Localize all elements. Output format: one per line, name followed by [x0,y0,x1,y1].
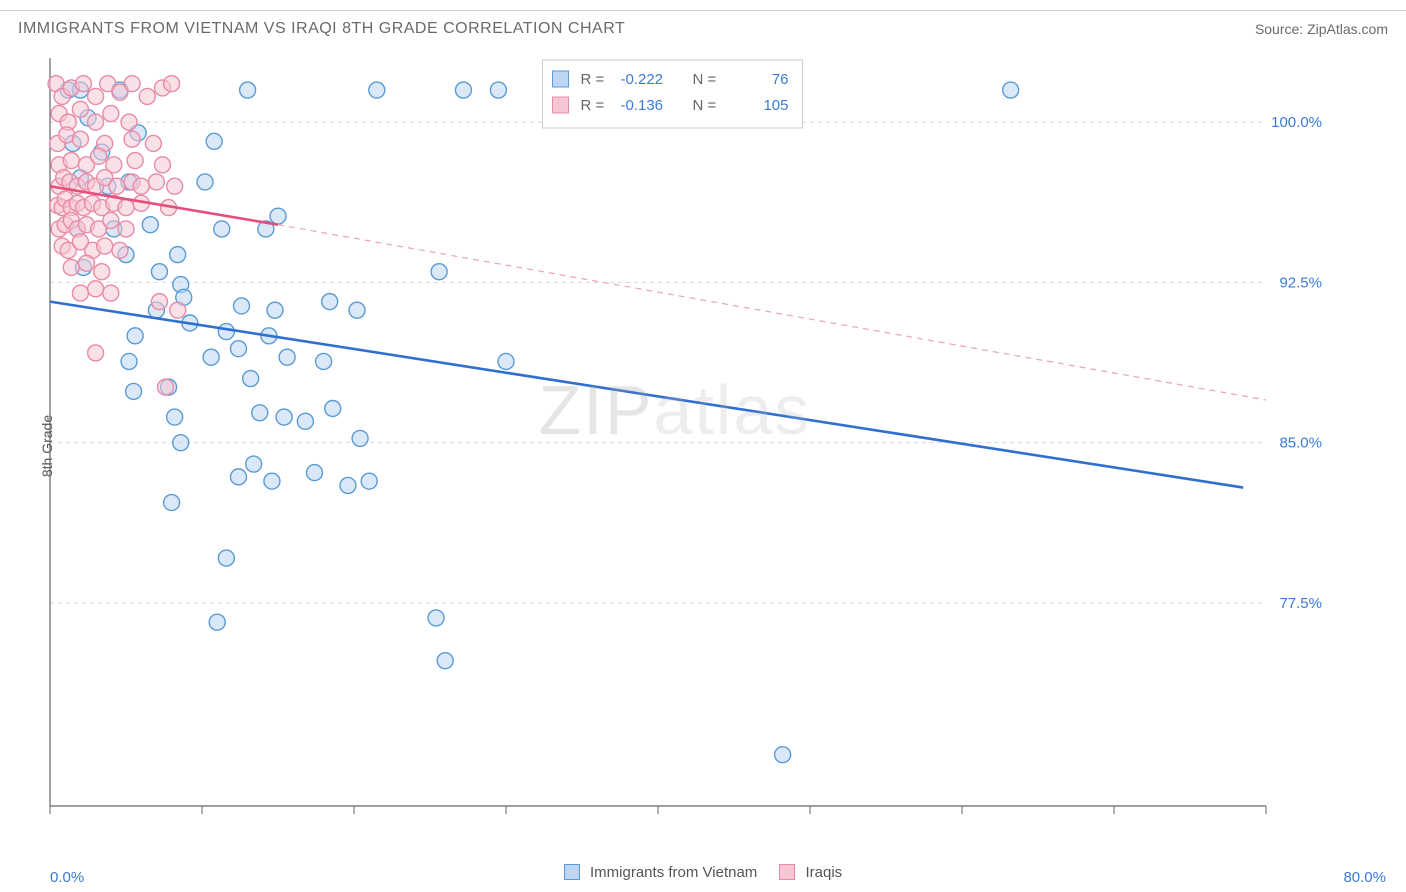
svg-text:R =: R = [580,71,604,88]
x-axis-min-label: 0.0% [50,869,84,886]
chart-svg: 77.5% 85.0% 92.5% 100.0% R = -0.222 N = 76 R = -0… [46,54,1326,834]
svg-text:77.5%: 77.5% [1279,595,1322,612]
source-label: Source: ZipAtlas.com [1255,21,1388,37]
plot-area: 77.5% 85.0% 92.5% 100.0% R = -0.222 N = 76 R = -0… [46,54,1326,834]
legend-label-1: Iraqis [805,864,842,881]
svg-text:76: 76 [772,71,789,88]
svg-text:R =: R = [580,97,604,114]
x-axis-max-label: 80.0% [1343,869,1386,886]
svg-text:-0.136: -0.136 [620,97,663,114]
legend-item-1: Iraqis [779,864,842,881]
svg-text:N =: N = [692,97,716,114]
svg-text:-0.222: -0.222 [620,71,663,88]
legend-label-0: Immigrants from Vietnam [590,864,757,881]
svg-text:100.0%: 100.0% [1271,114,1322,131]
legend-swatch-1 [779,864,795,880]
svg-text:105: 105 [763,97,788,114]
svg-text:N =: N = [692,71,716,88]
header-bar: IMMIGRANTS FROM VIETNAM VS IRAQI 8TH GRA… [0,10,1406,46]
legend-bottom: Immigrants from Vietnam Iraqis [0,858,1406,886]
svg-text:85.0%: 85.0% [1279,435,1322,452]
legend-item-0: Immigrants from Vietnam [564,864,757,881]
svg-text:92.5%: 92.5% [1279,274,1322,291]
legend-swatch-0 [564,864,580,880]
chart-title: IMMIGRANTS FROM VIETNAM VS IRAQI 8TH GRA… [18,20,625,38]
